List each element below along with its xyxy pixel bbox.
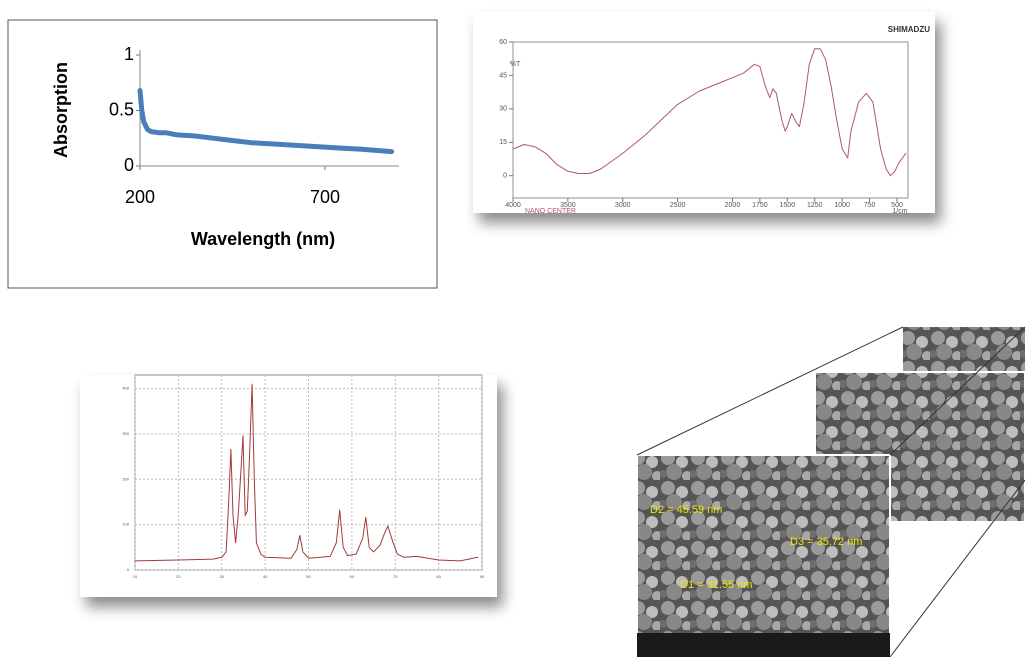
sem-stack: D2 = 45.59 nm D3 = 35.72 nm D1 = 31.55 n… <box>637 327 1025 657</box>
x-tick-label: 40 <box>263 574 268 579</box>
x-axis-label: 1/cm <box>892 208 907 215</box>
y-tick-label: 0.5 <box>109 99 134 119</box>
x-tick-label: 1500 <box>780 202 796 209</box>
y-tick-label: 300 <box>122 431 129 436</box>
figure: D2 = 45.59 nm D3 = 35.72 nm D1 = 31.55 n… <box>0 0 1025 657</box>
x-tick-label: 2000 <box>725 202 741 209</box>
x-axis-label: Wavelength (nm) <box>191 229 335 249</box>
sem-label: D1 = 31.55 nm <box>680 579 752 591</box>
x-tick-label: 50 <box>306 574 311 579</box>
x-tick-label: 1750 <box>752 202 768 209</box>
lab-label: NANO CENTER <box>525 208 576 215</box>
y-tick-label: 45 <box>499 72 507 79</box>
y-tick-label: 30 <box>499 106 507 113</box>
y-tick-label: 15 <box>499 139 507 146</box>
x-tick-label: 2500 <box>670 202 686 209</box>
y-tick-label: 400 <box>122 386 129 391</box>
x-tick-label: 200 <box>125 187 155 207</box>
sem-label: D3 = 35.72 nm <box>790 536 862 548</box>
y-tick-label: 100 <box>122 522 129 527</box>
x-tick-label: 10 <box>133 574 138 579</box>
y-axis-label: %T <box>510 61 521 68</box>
x-tick-label: 1250 <box>807 202 823 209</box>
x-tick-label: 3000 <box>615 202 631 209</box>
y-tick-label: 1 <box>124 44 134 64</box>
x-tick-label: 70 <box>393 574 398 579</box>
sem-info-bar <box>637 633 890 657</box>
y-tick-label: 0 <box>124 155 134 175</box>
sem-label: D2 = 45.59 nm <box>650 504 722 516</box>
x-tick-label: 4000 <box>505 202 521 209</box>
y-tick-label: 0 <box>503 173 507 180</box>
x-tick-label: 80 <box>436 574 441 579</box>
x-tick-label: 1000 <box>834 202 850 209</box>
x-tick-label: 30 <box>220 574 225 579</box>
x-tick-label: 20 <box>176 574 181 579</box>
xrd-panel <box>80 375 497 597</box>
x-tick-label: 750 <box>864 202 876 209</box>
x-tick-label: 60 <box>350 574 355 579</box>
sem-image-front <box>637 455 890 657</box>
x-tick-label: 700 <box>310 187 340 207</box>
y-axis-label: Absorption <box>51 62 71 158</box>
y-tick-label: 60 <box>499 39 507 46</box>
brand-label: SHIMADZU <box>888 25 930 34</box>
x-tick-label: 90 <box>480 574 485 579</box>
y-tick-label: 200 <box>122 476 129 481</box>
